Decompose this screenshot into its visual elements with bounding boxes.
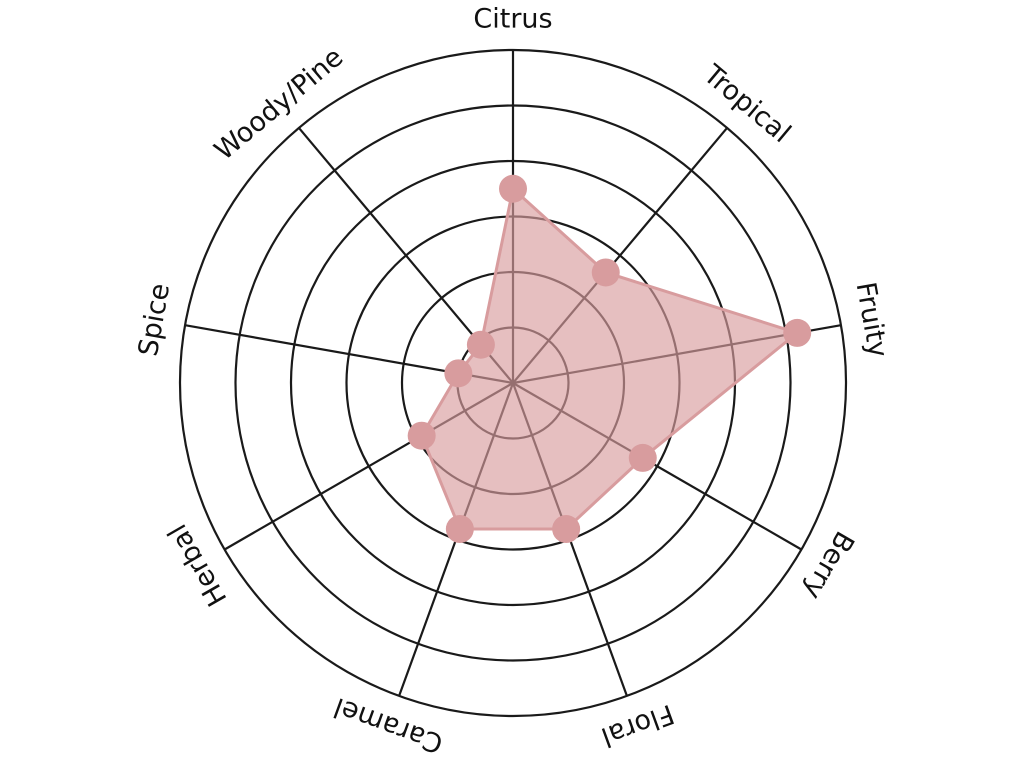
axis-label: Herbal	[162, 519, 233, 612]
axis-label: Woody/Pine	[209, 42, 349, 167]
data-point	[466, 330, 495, 359]
data-point	[628, 443, 657, 472]
axis-label: Spice	[133, 281, 176, 359]
axis-label: Berry	[797, 526, 860, 605]
data-point	[591, 258, 620, 287]
data-point	[444, 359, 473, 388]
data-point	[552, 515, 581, 544]
axis-label: Caramel	[330, 691, 447, 759]
data-point	[499, 174, 527, 203]
axis-label: Tropical	[697, 59, 797, 150]
axis-label: Citrus	[473, 4, 552, 35]
series-area	[420, 187, 799, 531]
data-point	[783, 318, 812, 347]
data-point	[445, 515, 474, 544]
data-point	[407, 421, 436, 450]
axis-label: Floral	[597, 698, 678, 753]
axis-label: Fruity	[850, 280, 894, 360]
